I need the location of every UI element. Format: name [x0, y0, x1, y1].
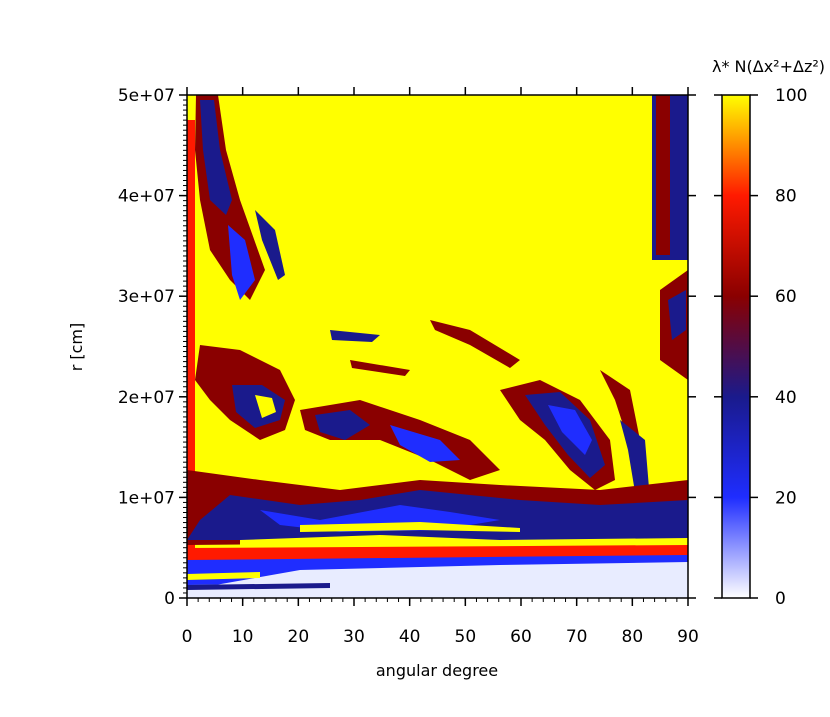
y-tick-label: 4e+07	[118, 187, 175, 207]
x-tick-label: 20	[288, 627, 310, 647]
y-tick-label: 5e+07	[118, 86, 175, 106]
x-tick-label: 70	[566, 627, 588, 647]
y-tick-label: 0	[164, 589, 175, 609]
x-axis-title: angular degree	[376, 661, 498, 680]
heatmap-field	[187, 95, 688, 598]
heatmap-filament-5	[620, 420, 650, 500]
heatmap-filament-2	[330, 330, 380, 342]
colorbar-tick-label: 40	[775, 388, 797, 408]
heatmap-left-edge-red	[187, 120, 195, 560]
x-tick-label: 40	[399, 627, 421, 647]
heatmap-right-filament-blue	[668, 290, 686, 340]
heatmap-mid-swirl-blue2	[390, 425, 460, 462]
x-tick-label: 50	[455, 627, 477, 647]
heatmap-left-plume-blue	[200, 100, 232, 215]
heatmap-filament-3	[350, 360, 410, 376]
heatmap-swirl-left-core	[255, 395, 276, 418]
heatmap-filament-1	[430, 320, 520, 368]
colorbar-tick-label: 100	[775, 86, 807, 106]
y-tick-label: 1e+07	[118, 488, 175, 508]
heatmap-filament-4	[600, 370, 640, 440]
y-tick-label: 3e+07	[118, 287, 175, 307]
heatmap-right-band-red	[656, 95, 670, 255]
colorbar-tick-label: 20	[775, 488, 797, 508]
heatmap-left-plume-blue2	[228, 225, 255, 300]
colorbar-tick-label: 60	[775, 287, 797, 307]
colorbar-tick-label: 0	[775, 589, 786, 609]
colorbar-tick-label: 80	[775, 187, 797, 207]
heatmap-lower-yellow-streak	[240, 535, 688, 548]
heatmap-left-streak	[255, 210, 285, 280]
x-tick-label: 30	[343, 627, 365, 647]
x-tick-label: 80	[622, 627, 644, 647]
colorbar	[721, 94, 751, 599]
heatmap-bottom-yellow	[187, 572, 260, 580]
x-tick-label: 60	[510, 627, 532, 647]
y-axis-ticks: 0 1e+07 2e+07 3e+07 4e+07 5e+07	[118, 86, 696, 609]
heatmap-mid-swirl-blue	[315, 410, 370, 440]
y-axis-title: r [cm]	[67, 323, 86, 372]
colorbar-ticks: 0 20 40 60 80 100	[714, 86, 807, 609]
x-tick-label: 0	[182, 627, 193, 647]
heatmap-bottom-white	[187, 562, 688, 598]
colorbar-title: λ* N(Δx²+Δz²)	[712, 57, 825, 76]
heatmap-bottom-dark-band	[187, 583, 330, 590]
heatmap-lower-yellow-streak2	[300, 522, 520, 532]
x-tick-label: 90	[677, 627, 699, 647]
y-tick-label: 2e+07	[118, 388, 175, 408]
heatmap-right-swirl-blue2	[548, 405, 592, 455]
x-axis-ticks: 0 10 20 30 40 50 60 70 80 90	[182, 87, 699, 647]
x-tick-label: 10	[232, 627, 254, 647]
